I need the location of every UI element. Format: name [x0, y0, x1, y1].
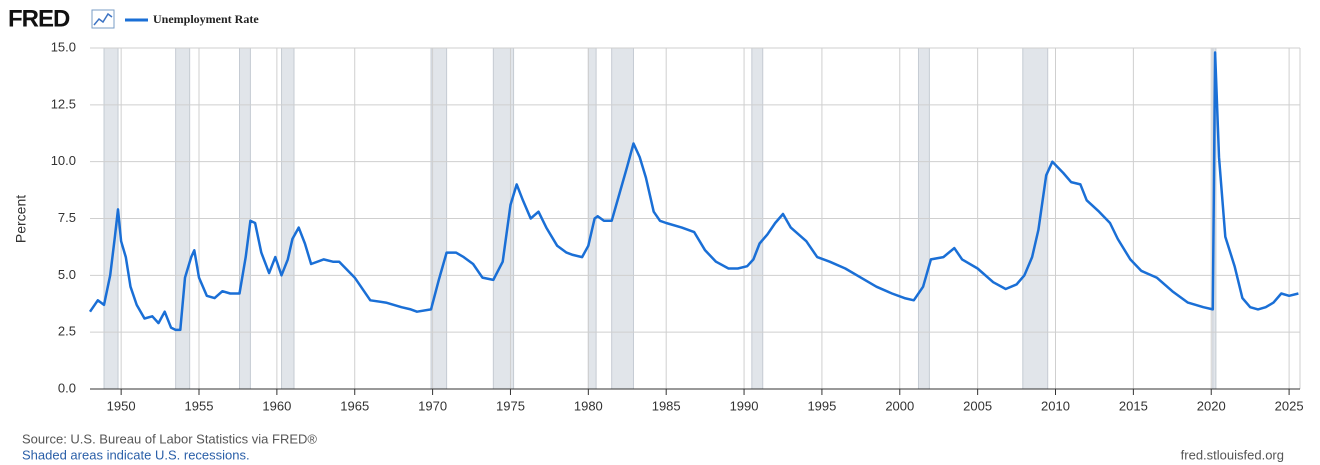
x-tick-label: 1965 — [340, 398, 369, 413]
x-tick-label: 1950 — [107, 398, 136, 413]
x-tick-label: 1960 — [262, 398, 291, 413]
x-tick-label: 2025 — [1275, 398, 1304, 413]
x-tick-label: 1995 — [807, 398, 836, 413]
y-tick-label: 7.5 — [58, 210, 76, 225]
x-tick-label: 2020 — [1197, 398, 1226, 413]
y-tick-label: 15.0 — [51, 39, 76, 54]
legend-label: Unemployment Rate — [153, 12, 259, 26]
x-tick-label: 1990 — [730, 398, 759, 413]
x-tick-label: 2010 — [1041, 398, 1070, 413]
y-tick-label: 5.0 — [58, 267, 76, 282]
logo: FRED — [8, 5, 70, 32]
y-tick-label: 10.0 — [51, 153, 76, 168]
y-tick-label: 12.5 — [51, 96, 76, 111]
logo-icon — [91, 9, 115, 29]
series-line — [88, 51, 1299, 332]
x-tick-label: 1985 — [652, 398, 681, 413]
x-tick-label: 2015 — [1119, 398, 1148, 413]
x-tick-label: 1975 — [496, 398, 525, 413]
x-tick-label: 1970 — [418, 398, 447, 413]
y-tick-label: 0.0 — [58, 380, 76, 395]
x-tick-label: 2000 — [885, 398, 914, 413]
source: Source: U.S. Bureau of Labor Statistics … — [22, 431, 317, 446]
x-tick-label: 2005 — [963, 398, 992, 413]
x-tick-label: 1955 — [185, 398, 214, 413]
y-tick-label: 2.5 — [58, 324, 76, 339]
url[interactable]: fred.stlouisfed.org — [1181, 447, 1284, 462]
y-axis-label: Percent — [13, 195, 29, 243]
x-tick-label: 1980 — [574, 398, 603, 413]
note: Shaded areas indicate U.S. recessions. — [22, 447, 250, 462]
